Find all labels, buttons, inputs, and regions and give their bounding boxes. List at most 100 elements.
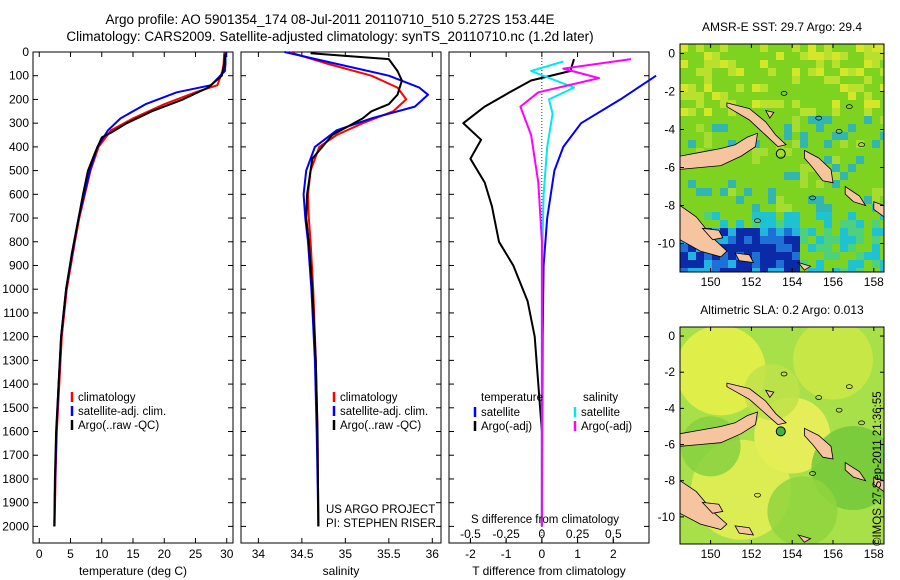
sst-cell xyxy=(776,52,784,60)
sst-cell xyxy=(688,92,696,100)
sst-cell xyxy=(800,132,808,140)
sst-cell xyxy=(832,60,840,68)
sst-cell xyxy=(712,92,720,100)
sst-cell xyxy=(784,132,792,140)
sst-cell xyxy=(696,124,704,132)
sst-cell xyxy=(824,156,832,164)
sst-cell xyxy=(880,52,884,60)
x-tick-label: 10 xyxy=(95,547,109,561)
sst-cell xyxy=(728,180,736,188)
sst-cell xyxy=(832,132,840,140)
sst-cell xyxy=(824,228,832,236)
sst-cell xyxy=(848,68,856,76)
sst-cell xyxy=(832,100,840,108)
sst-cell xyxy=(792,260,800,268)
sst-cell xyxy=(864,52,872,60)
sst-cell xyxy=(808,116,816,124)
sst-cell xyxy=(872,100,880,108)
series-line-t-satellite xyxy=(540,74,657,527)
sst-cell xyxy=(744,188,752,196)
sst-cell xyxy=(832,108,840,116)
reef-outline xyxy=(815,115,823,121)
x-tick-label: 25 xyxy=(189,547,203,561)
sst-cell xyxy=(712,212,720,220)
sst-cell xyxy=(800,52,808,60)
sst-cell xyxy=(832,172,840,180)
legend-entry: satellite-adj. clim. xyxy=(78,406,166,418)
s-difference-tick-label: 0.5 xyxy=(605,527,622,541)
sst-cell xyxy=(880,84,884,92)
sst-cell xyxy=(720,188,728,196)
sst-cell xyxy=(720,220,728,228)
sst-cell xyxy=(840,220,848,228)
legend-entry: Argo(-adj) xyxy=(581,421,632,433)
sst-cell xyxy=(680,60,688,68)
sst-cell xyxy=(880,68,884,76)
x-tick-label: -2 xyxy=(465,547,476,561)
x-tick-label: 1 xyxy=(574,547,581,561)
sst-cell xyxy=(840,268,848,272)
sst-cell xyxy=(688,252,696,260)
sst-cell xyxy=(744,260,752,268)
sst-cell xyxy=(800,180,808,188)
reef-outline xyxy=(845,104,853,110)
y-tick-label: 800 xyxy=(9,235,29,249)
sst-cell xyxy=(808,44,816,52)
sst-cell xyxy=(824,116,832,124)
sst-cell xyxy=(752,236,760,244)
legend-entry: Argo(-adj) xyxy=(481,421,532,433)
sst-cell xyxy=(784,236,792,244)
sst-cell xyxy=(792,44,800,52)
y-tick-label: 0 xyxy=(668,329,675,343)
sst-cell xyxy=(760,212,768,220)
sst-cell xyxy=(864,76,872,84)
sst-cell xyxy=(800,164,808,172)
sst-cell xyxy=(856,44,864,52)
y-tick-label: -4 xyxy=(664,401,675,415)
sst-cell xyxy=(800,172,808,180)
figure-title-line2: Climatology: CARS2009. Satellite-adjuste… xyxy=(66,29,594,44)
sst-cell xyxy=(776,268,784,272)
sst-cell xyxy=(832,52,840,60)
land-mass xyxy=(680,411,759,447)
x-tick-label: 0 xyxy=(539,547,546,561)
y-tick-label: 200 xyxy=(9,92,29,106)
sst-cell xyxy=(744,236,752,244)
sst-cell xyxy=(880,116,884,124)
y-tick-label: 500 xyxy=(9,164,29,178)
x-tick-label: 158 xyxy=(864,547,884,561)
sst-cell xyxy=(784,244,792,252)
sst-cell xyxy=(752,204,760,212)
legend-entry: climatology xyxy=(340,392,398,404)
sst-cell xyxy=(784,252,792,260)
sst-cell xyxy=(744,268,752,272)
s-difference-tick-label: 0 xyxy=(539,527,546,541)
x-tick-label: 154 xyxy=(782,547,802,561)
sst-cell xyxy=(752,220,760,228)
sst-cell xyxy=(816,68,824,76)
sst-cell xyxy=(760,252,768,260)
sst-cell xyxy=(848,228,856,236)
legend-title-temperature: temperature xyxy=(481,392,543,404)
y-tick-label: 1900 xyxy=(2,496,29,510)
timestamp-stamp: ©IMOS 27-Sep-2011 21:36:55 xyxy=(872,391,884,546)
sst-cell xyxy=(880,260,884,268)
y-tick-label: 1400 xyxy=(2,377,29,391)
sst-cell xyxy=(800,228,808,236)
sst-cell xyxy=(704,60,712,68)
sst-cell xyxy=(752,268,760,272)
sst-cell xyxy=(832,156,840,164)
land-mass xyxy=(844,461,867,482)
x-tick-label: 152 xyxy=(741,547,761,561)
sst-cell xyxy=(792,268,800,272)
sst-cell xyxy=(760,260,768,268)
sst-cell xyxy=(680,252,688,260)
sst-cell xyxy=(712,236,720,244)
y-tick-label: 0 xyxy=(668,47,675,61)
sst-cell xyxy=(880,188,884,196)
sst-cell xyxy=(824,204,832,212)
sst-cell xyxy=(776,252,784,260)
sst-cell xyxy=(864,92,872,100)
sst-cell xyxy=(728,260,736,268)
sst-cell xyxy=(768,68,776,76)
